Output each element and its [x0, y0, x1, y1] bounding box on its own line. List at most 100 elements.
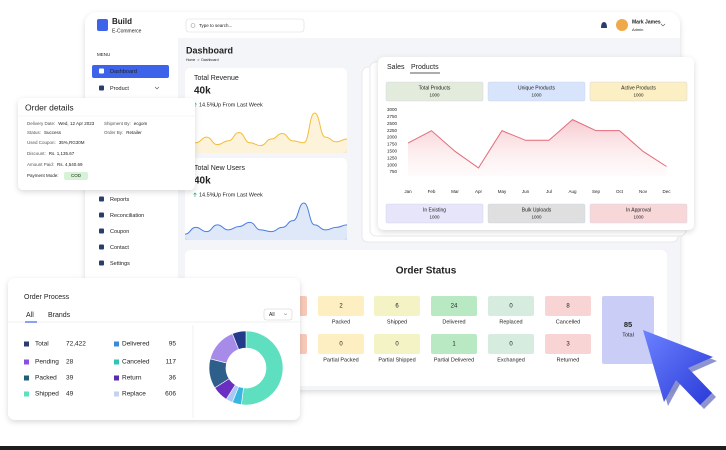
status-box[interactable] [318, 334, 364, 354]
filter-dropdown[interactable] [263, 308, 293, 321]
stat-title: Total Revenue [194, 75, 239, 82]
stat-change-text: Up From Last Week [214, 192, 263, 198]
field-label: Status: [27, 130, 41, 135]
legend-name: Shipped [35, 391, 59, 398]
status-value: 0 [395, 342, 399, 348]
legend-value: 95 [169, 341, 177, 348]
menu-item[interactable]: Reconciliation [110, 213, 144, 219]
stat-box-label: Total Products [419, 85, 451, 91]
status-total-label: Total [622, 332, 634, 338]
x-tick-label: Sep [592, 189, 601, 194]
stat-box-value: 1000 [429, 93, 440, 98]
stat-box [385, 203, 484, 224]
legend-value: 36 [169, 375, 177, 382]
status-box[interactable] [374, 296, 420, 316]
field-label: Discount: [27, 151, 46, 156]
legend-swatch [24, 359, 29, 365]
stat-box [487, 203, 586, 224]
menu-icon [99, 244, 104, 250]
status-label: Replaced [499, 319, 522, 325]
stat-change: 14.5% [199, 192, 215, 198]
status-box[interactable] [545, 334, 591, 354]
legend-value: 39 [66, 375, 74, 382]
menu-item[interactable]: Coupon [110, 229, 129, 235]
menu-chevron [154, 86, 160, 90]
y-tick-label: 1750 [387, 142, 398, 147]
menu-item[interactable]: Contact [110, 245, 129, 251]
field: Status: Success [27, 130, 62, 135]
field-value: Rs. 1,135.67 [49, 151, 75, 156]
field-value: ecgom [134, 121, 148, 126]
stat-box-label: In Existing [423, 207, 446, 213]
status-label: Shipped [387, 319, 407, 325]
field-label: Payment Mode: [27, 173, 59, 178]
y-tick-label: 2750 [387, 114, 398, 119]
field-value: Retailer [126, 130, 142, 135]
status-value: 24 [451, 304, 458, 310]
stat-change: 14.5% [199, 102, 215, 108]
menu-item[interactable]: Settings [110, 261, 130, 267]
status-label: Exchanged [497, 357, 525, 363]
status-label: Returned [557, 357, 580, 363]
tab[interactable]: Brands [48, 312, 71, 319]
order-status-title: Order Status [396, 266, 457, 277]
legend-name: Return [122, 375, 142, 382]
status-box[interactable] [488, 334, 534, 354]
stat-card [185, 158, 347, 240]
tab[interactable]: Sales [387, 64, 405, 71]
legend-value: 117 [166, 359, 177, 366]
menu-item[interactable]: Dashboard [110, 69, 137, 75]
field-value: Wed, 12 Apr 2023 [58, 121, 94, 126]
crumb[interactable]: Home [186, 58, 195, 62]
cod-pill [64, 172, 88, 180]
status-box[interactable] [374, 334, 420, 354]
status-box[interactable] [488, 296, 534, 316]
field-label: Order By: [104, 130, 123, 135]
menu-icon [99, 228, 104, 234]
field-label: Used Coupon: [27, 140, 56, 145]
filter-chevron [283, 313, 288, 316]
crumb-sep: > [197, 58, 199, 62]
status-label: Delivered [442, 319, 465, 325]
status-value: 0 [509, 304, 513, 310]
legend-swatch [24, 375, 29, 381]
field: Discount: Rs. 1,135.67 [27, 151, 75, 156]
y-tick-label: 1500 [387, 149, 398, 154]
legend-value: 28 [66, 359, 74, 366]
stat-value: 40k [194, 86, 211, 97]
status-label: Packed [332, 319, 350, 325]
field: Order By: Retailer [104, 130, 142, 135]
breadcrumb: Home > Dashboard [186, 58, 219, 62]
tab-active[interactable]: Products [411, 64, 439, 71]
tab-active[interactable]: All [26, 312, 34, 319]
stat-box-value: 1000 [633, 215, 644, 220]
y-tick-label: 1250 [387, 155, 398, 160]
status-value: 8 [566, 304, 570, 310]
status-value: 1 [452, 342, 456, 348]
cursor-arrow [643, 330, 713, 405]
x-tick-label: Mar [451, 189, 459, 194]
area-fill [185, 113, 347, 153]
menu-item[interactable]: Reports [110, 197, 130, 203]
x-tick-label: Feb [428, 189, 436, 194]
status-box[interactable] [318, 296, 364, 316]
y-tick-label: 2000 [387, 135, 398, 140]
field: Used Coupon: 35%,RG30M [27, 140, 85, 145]
stat-box-value: 1000 [531, 93, 542, 98]
search-box[interactable] [185, 18, 305, 33]
filter-value: All [269, 312, 275, 318]
avatar[interactable] [616, 19, 628, 31]
menu-item[interactable]: Product [110, 86, 129, 92]
status-total-box[interactable] [602, 296, 654, 364]
status-box[interactable] [431, 334, 477, 354]
status-label: Partial Delivered [434, 357, 474, 363]
status-value: 0 [509, 342, 513, 348]
bell-icon[interactable] [601, 22, 607, 28]
user-chevron[interactable] [660, 23, 666, 27]
top-bar [178, 12, 680, 38]
legend-value: 606 [165, 391, 176, 398]
status-box[interactable] [545, 296, 591, 316]
status-box[interactable] [431, 296, 477, 316]
stat-card [185, 68, 347, 153]
